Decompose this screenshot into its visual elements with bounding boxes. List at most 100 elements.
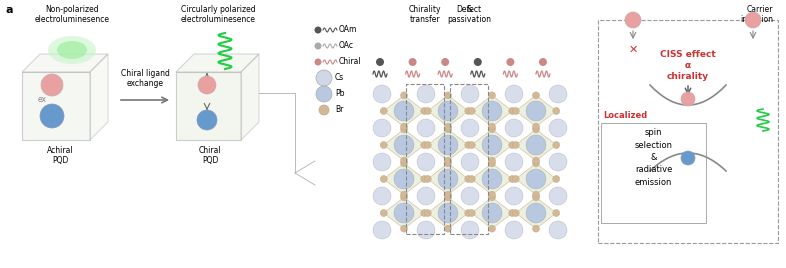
Circle shape bbox=[421, 210, 428, 217]
Circle shape bbox=[380, 142, 387, 148]
Polygon shape bbox=[384, 197, 424, 229]
Circle shape bbox=[394, 169, 414, 189]
Polygon shape bbox=[516, 197, 556, 229]
Circle shape bbox=[445, 92, 451, 99]
Circle shape bbox=[512, 142, 520, 148]
Circle shape bbox=[532, 92, 539, 99]
Circle shape bbox=[417, 187, 435, 205]
Circle shape bbox=[509, 107, 516, 114]
Circle shape bbox=[319, 105, 329, 115]
Polygon shape bbox=[428, 129, 468, 161]
Circle shape bbox=[625, 12, 641, 28]
Text: Chiral
PQD: Chiral PQD bbox=[199, 146, 222, 165]
Text: Carrier
injection: Carrier injection bbox=[740, 5, 773, 24]
Text: a: a bbox=[5, 5, 13, 15]
Circle shape bbox=[417, 153, 435, 171]
Circle shape bbox=[373, 119, 391, 137]
Circle shape bbox=[314, 27, 321, 34]
Circle shape bbox=[316, 86, 332, 102]
Circle shape bbox=[468, 176, 476, 183]
Circle shape bbox=[482, 169, 502, 189]
Text: Defect
passivation: Defect passivation bbox=[447, 5, 491, 24]
Circle shape bbox=[401, 126, 407, 133]
Circle shape bbox=[197, 110, 217, 130]
Text: Chiral ligand
exchange: Chiral ligand exchange bbox=[120, 69, 170, 88]
Polygon shape bbox=[384, 95, 424, 127]
Text: CISS effect
α
chirality: CISS effect α chirality bbox=[660, 50, 716, 81]
Circle shape bbox=[532, 191, 539, 198]
Polygon shape bbox=[384, 129, 424, 161]
Polygon shape bbox=[516, 129, 556, 161]
Circle shape bbox=[465, 142, 472, 148]
Circle shape bbox=[482, 101, 502, 121]
Polygon shape bbox=[601, 123, 706, 223]
Circle shape bbox=[373, 221, 391, 239]
Circle shape bbox=[445, 123, 451, 130]
Circle shape bbox=[465, 210, 472, 217]
Text: Chiral: Chiral bbox=[339, 58, 362, 66]
Circle shape bbox=[438, 101, 458, 121]
Circle shape bbox=[421, 107, 428, 114]
Circle shape bbox=[468, 142, 476, 148]
Polygon shape bbox=[516, 95, 556, 127]
Polygon shape bbox=[176, 72, 241, 140]
Circle shape bbox=[373, 85, 391, 103]
Circle shape bbox=[445, 157, 451, 164]
Circle shape bbox=[438, 135, 458, 155]
Circle shape bbox=[380, 176, 387, 183]
Circle shape bbox=[532, 225, 539, 232]
Circle shape bbox=[474, 58, 482, 66]
Circle shape bbox=[489, 126, 495, 133]
Circle shape bbox=[745, 12, 761, 28]
Circle shape bbox=[421, 176, 428, 183]
Circle shape bbox=[526, 101, 546, 121]
Circle shape bbox=[489, 92, 495, 99]
Polygon shape bbox=[90, 54, 108, 140]
Circle shape bbox=[401, 191, 407, 198]
Polygon shape bbox=[428, 163, 468, 195]
Circle shape bbox=[424, 210, 432, 217]
Circle shape bbox=[512, 107, 520, 114]
Circle shape bbox=[424, 107, 432, 114]
Circle shape bbox=[512, 176, 520, 183]
Circle shape bbox=[549, 85, 567, 103]
Circle shape bbox=[316, 70, 332, 86]
Circle shape bbox=[461, 187, 479, 205]
Circle shape bbox=[539, 58, 547, 66]
Circle shape bbox=[549, 221, 567, 239]
Circle shape bbox=[505, 221, 523, 239]
Polygon shape bbox=[241, 54, 259, 140]
Circle shape bbox=[549, 119, 567, 137]
Circle shape bbox=[40, 104, 64, 128]
Circle shape bbox=[421, 142, 428, 148]
Circle shape bbox=[401, 225, 407, 232]
Circle shape bbox=[394, 135, 414, 155]
Circle shape bbox=[681, 92, 695, 106]
Circle shape bbox=[417, 85, 435, 103]
Circle shape bbox=[509, 176, 516, 183]
Circle shape bbox=[401, 92, 407, 99]
Circle shape bbox=[553, 210, 560, 217]
Circle shape bbox=[376, 58, 384, 66]
Circle shape bbox=[409, 58, 417, 66]
Circle shape bbox=[401, 194, 407, 201]
Text: Non-polarized
electroluminesence: Non-polarized electroluminesence bbox=[35, 5, 109, 24]
Circle shape bbox=[401, 160, 407, 167]
Circle shape bbox=[394, 203, 414, 223]
Text: OAc: OAc bbox=[339, 42, 354, 50]
Circle shape bbox=[41, 74, 63, 96]
Polygon shape bbox=[472, 197, 512, 229]
Circle shape bbox=[380, 107, 387, 114]
Circle shape bbox=[512, 210, 520, 217]
Circle shape bbox=[482, 203, 502, 223]
Text: ex: ex bbox=[38, 95, 47, 105]
Circle shape bbox=[438, 203, 458, 223]
Circle shape bbox=[489, 191, 495, 198]
Circle shape bbox=[506, 58, 514, 66]
Circle shape bbox=[468, 107, 476, 114]
Circle shape bbox=[461, 119, 479, 137]
Text: spin
selection
&
radiative
emission: spin selection & radiative emission bbox=[634, 128, 673, 187]
Circle shape bbox=[465, 176, 472, 183]
Circle shape bbox=[505, 85, 523, 103]
Circle shape bbox=[681, 151, 695, 165]
